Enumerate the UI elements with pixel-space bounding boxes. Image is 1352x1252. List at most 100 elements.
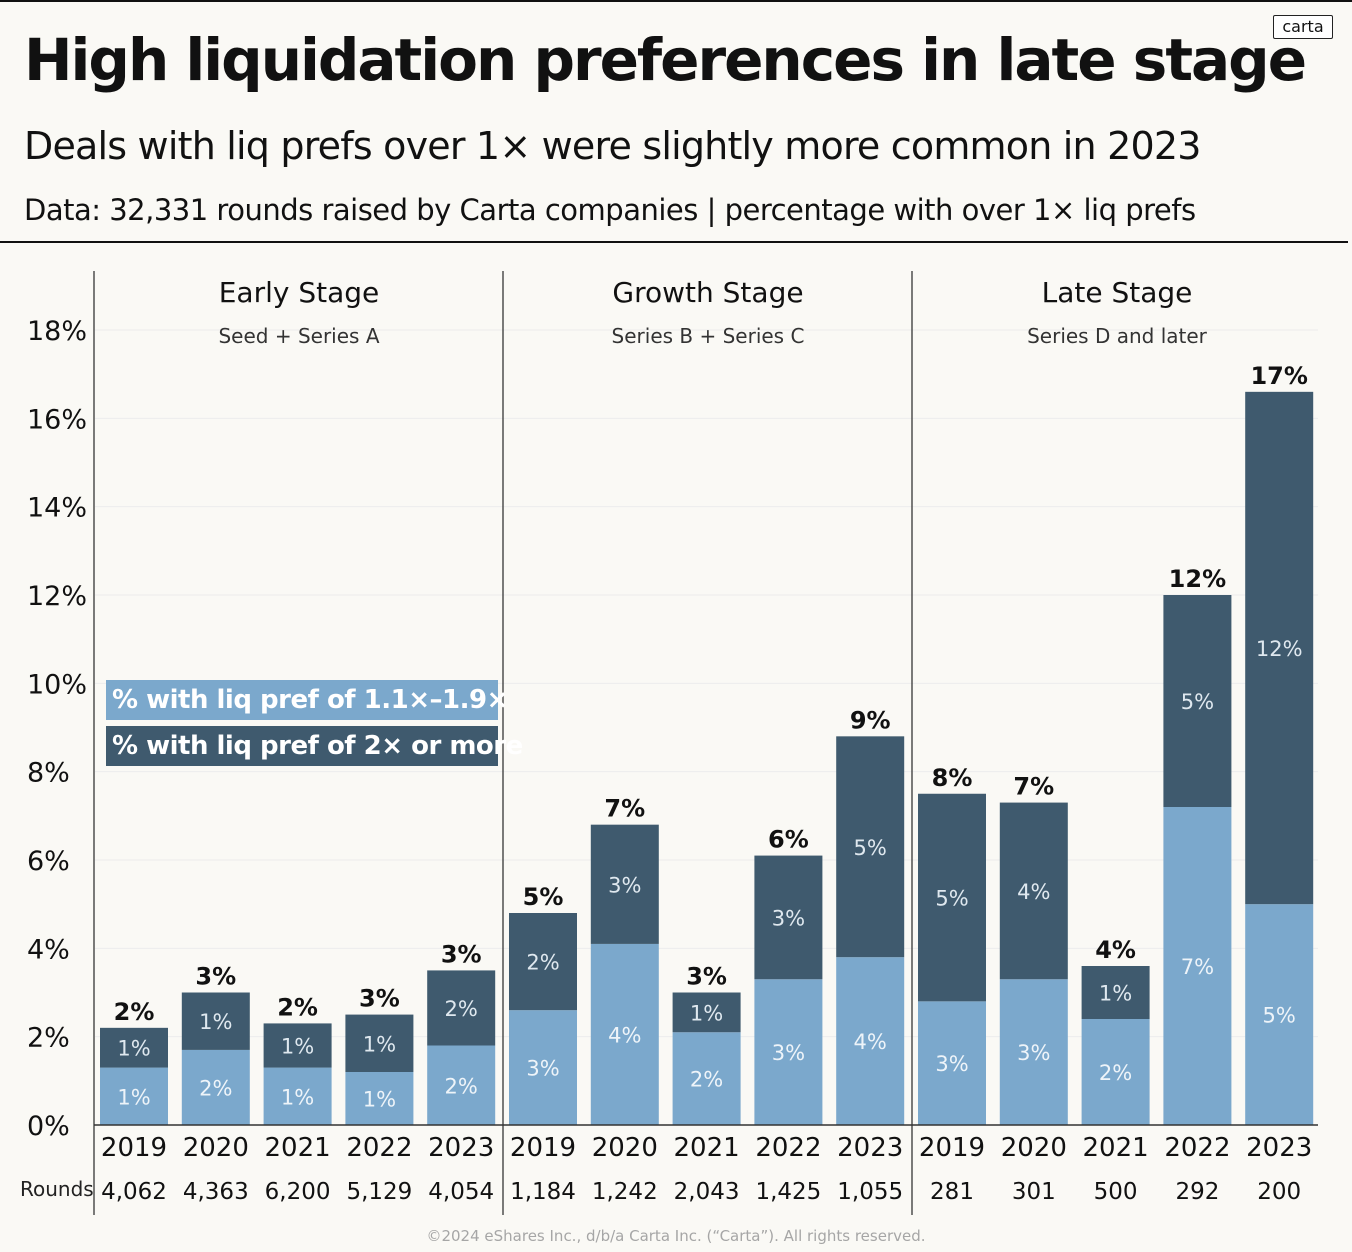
rounds-value: 4,062 xyxy=(101,1179,167,1205)
x-tick-label: 2022 xyxy=(346,1133,412,1163)
x-tick-label: 2022 xyxy=(755,1133,821,1163)
bar-total-label: 6% xyxy=(768,826,809,854)
bar-segment-light xyxy=(181,1049,250,1125)
bar-label-dark: 2% xyxy=(526,951,559,975)
bar-segment-dark xyxy=(590,824,659,944)
group-subtitle: Seed + Series A xyxy=(218,324,379,348)
legend-dark: % with liq pref of 2× or more xyxy=(106,726,523,766)
bar-segment-dark xyxy=(1081,966,1150,1019)
bar-segment-dark xyxy=(509,913,577,1011)
bar-segment-light xyxy=(509,1010,577,1125)
rounds-value: 4,363 xyxy=(183,1179,249,1205)
bar-label-dark: 2% xyxy=(445,997,478,1021)
bar-label-light: 3% xyxy=(526,1057,559,1081)
carta-logo: carta xyxy=(1273,15,1333,39)
bar-total-label: 2% xyxy=(114,998,155,1026)
bar-label-dark: 4% xyxy=(1017,880,1050,904)
header-rule xyxy=(0,241,1348,243)
data-note: Data: 32,331 rounds raised by Carta comp… xyxy=(24,193,1196,227)
bar-segment-light xyxy=(1163,807,1232,1125)
bar-label-light: 4% xyxy=(854,1030,887,1054)
bar-segment-dark xyxy=(181,992,250,1050)
bar-label-dark: 1% xyxy=(281,1035,314,1059)
rounds-value: 1,242 xyxy=(592,1179,658,1205)
bar-segment-light xyxy=(263,1067,332,1125)
bar-label-dark: 1% xyxy=(1099,982,1132,1006)
x-tick-label: 2021 xyxy=(674,1133,740,1163)
bar-segment-dark xyxy=(918,793,986,1002)
rounds-value: 200 xyxy=(1257,1179,1301,1205)
bar-segment-dark xyxy=(672,992,741,1033)
bar-segment-light xyxy=(427,1045,496,1125)
bar-total-label: 4% xyxy=(1095,936,1136,964)
y-tick-label: 12% xyxy=(27,581,87,612)
y-tick-label: 8% xyxy=(27,758,70,789)
bar-segment-dark xyxy=(427,970,496,1046)
bar-segment-light xyxy=(754,979,823,1125)
group-title: Late Stage xyxy=(1042,276,1193,309)
bar-label-dark: 5% xyxy=(1181,690,1214,714)
rounds-value: 500 xyxy=(1094,1179,1138,1205)
bar-total-label: 3% xyxy=(359,985,400,1013)
x-tick-label: 2020 xyxy=(183,1133,249,1163)
bar-label-light: 7% xyxy=(1181,955,1214,979)
bar-total-label: 7% xyxy=(1013,773,1054,801)
x-tick-label: 2021 xyxy=(265,1133,331,1163)
rounds-value: 4,054 xyxy=(428,1179,494,1205)
top-rule xyxy=(0,0,1352,2)
x-tick-label: 2023 xyxy=(428,1133,494,1163)
rounds-value: 301 xyxy=(1012,1179,1056,1205)
bar-label-light: 2% xyxy=(199,1076,232,1100)
bar-label-dark: 3% xyxy=(608,873,641,897)
bar-segment-dark xyxy=(345,1014,414,1072)
copyright-footer: ©2024 eShares Inc., d/b/a Carta Inc. (“C… xyxy=(426,1227,926,1245)
bar-segment-dark xyxy=(263,1023,332,1068)
bar-label-dark: 3% xyxy=(772,906,805,930)
rounds-value: 292 xyxy=(1175,1179,1219,1205)
bar-segment-light xyxy=(672,1032,741,1125)
rounds-row-label: Rounds xyxy=(20,1177,94,1201)
bar-segment-light xyxy=(100,1067,168,1125)
bar-segment-dark xyxy=(1245,391,1314,905)
bar-label-dark: 1% xyxy=(117,1037,150,1061)
bar-total-label: 17% xyxy=(1250,362,1307,390)
bar-segment-light xyxy=(1081,1019,1150,1125)
bar-label-light: 4% xyxy=(608,1023,641,1047)
group-title: Early Stage xyxy=(219,276,380,309)
y-tick-label: 0% xyxy=(27,1111,70,1142)
bar-total-label: 3% xyxy=(195,963,236,991)
bar-segment-dark xyxy=(836,736,905,958)
rounds-value: 281 xyxy=(930,1179,974,1205)
rounds-value: 1,055 xyxy=(837,1179,903,1205)
bar-total-label: 2% xyxy=(277,993,318,1021)
bar-label-light: 1% xyxy=(363,1088,396,1112)
bar-segment-light xyxy=(999,979,1068,1125)
legend-light: % with liq pref of 1.1×–1.9× xyxy=(106,680,508,720)
group-subtitle: Series B + Series C xyxy=(612,324,805,348)
y-tick-label: 16% xyxy=(27,404,87,435)
bar-label-light: 3% xyxy=(772,1041,805,1065)
y-tick-label: 14% xyxy=(27,493,87,524)
bar-segment-dark xyxy=(999,802,1068,980)
bar-segment-dark xyxy=(754,855,823,980)
y-tick-label: 2% xyxy=(27,1023,70,1054)
bar-label-dark: 1% xyxy=(690,1001,723,1025)
x-tick-label: 2019 xyxy=(101,1133,167,1163)
bar-label-light: 1% xyxy=(281,1085,314,1109)
rounds-value: 1,425 xyxy=(755,1179,821,1205)
bar-label-light: 2% xyxy=(690,1068,723,1092)
bar-segment-dark xyxy=(100,1027,168,1068)
bar-segment-light xyxy=(345,1072,414,1125)
x-tick-label: 2021 xyxy=(1083,1133,1149,1163)
bar-label-dark: 5% xyxy=(854,836,887,860)
rounds-value: 5,129 xyxy=(346,1179,412,1205)
rounds-value: 2,043 xyxy=(674,1179,740,1205)
bar-total-label: 7% xyxy=(604,795,645,823)
group-title: Growth Stage xyxy=(612,276,803,309)
bar-segment-dark xyxy=(1163,595,1232,807)
bar-total-label: 12% xyxy=(1169,565,1226,593)
bar-label-dark: 1% xyxy=(363,1032,396,1056)
bar-total-label: 3% xyxy=(441,940,482,968)
bar-total-label: 8% xyxy=(932,764,973,792)
x-tick-label: 2022 xyxy=(1164,1133,1230,1163)
